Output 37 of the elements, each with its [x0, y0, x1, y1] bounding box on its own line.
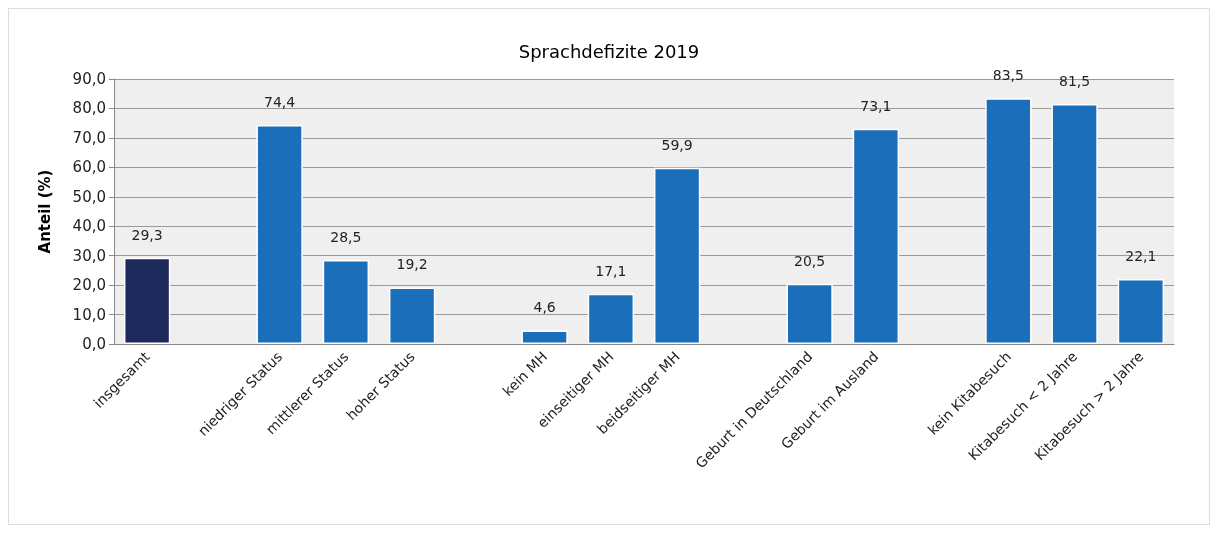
y-tick-label: 90,0	[72, 70, 106, 88]
bar	[123, 257, 171, 344]
bar	[521, 330, 568, 344]
y-tick-label: 50,0	[72, 187, 106, 206]
data-label: 29,3	[131, 226, 163, 243]
y-tick-label: 70,0	[72, 128, 106, 147]
y-tick-label: 30,0	[72, 246, 106, 265]
bar	[852, 128, 900, 344]
bar	[388, 287, 436, 344]
data-label: 28,5	[330, 229, 362, 246]
y-tick-label: 80,0	[72, 99, 106, 118]
chart-title: Sprachdefizite 2019	[518, 40, 700, 62]
bar	[256, 124, 303, 344]
data-label: 17,1	[595, 262, 627, 279]
y-axis-title: Anteil (%)	[35, 169, 54, 254]
data-label: 74,4	[264, 93, 296, 110]
y-tick-label: 0,0	[82, 335, 106, 353]
bar	[985, 98, 1032, 344]
x-tick-label: kein MH	[499, 348, 551, 400]
data-label: 73,1	[860, 97, 892, 114]
data-label: 20,5	[794, 252, 826, 269]
data-label: 19,2	[396, 256, 428, 273]
data-label: 83,5	[992, 67, 1024, 84]
bar	[653, 167, 701, 344]
bar	[1051, 104, 1098, 344]
data-label: 22,1	[1125, 247, 1157, 264]
bar	[587, 293, 635, 344]
data-label: 59,9	[661, 136, 693, 153]
bar	[786, 283, 833, 344]
y-tick-label: 60,0	[72, 158, 106, 177]
y-tick-label: 20,0	[72, 276, 106, 295]
y-tick-label: 40,0	[72, 217, 106, 236]
bar	[1117, 278, 1165, 344]
data-label: 4,6	[533, 299, 556, 316]
y-tick-label: 10,0	[72, 305, 106, 324]
data-label: 81,5	[1059, 73, 1091, 90]
bar	[322, 260, 370, 344]
